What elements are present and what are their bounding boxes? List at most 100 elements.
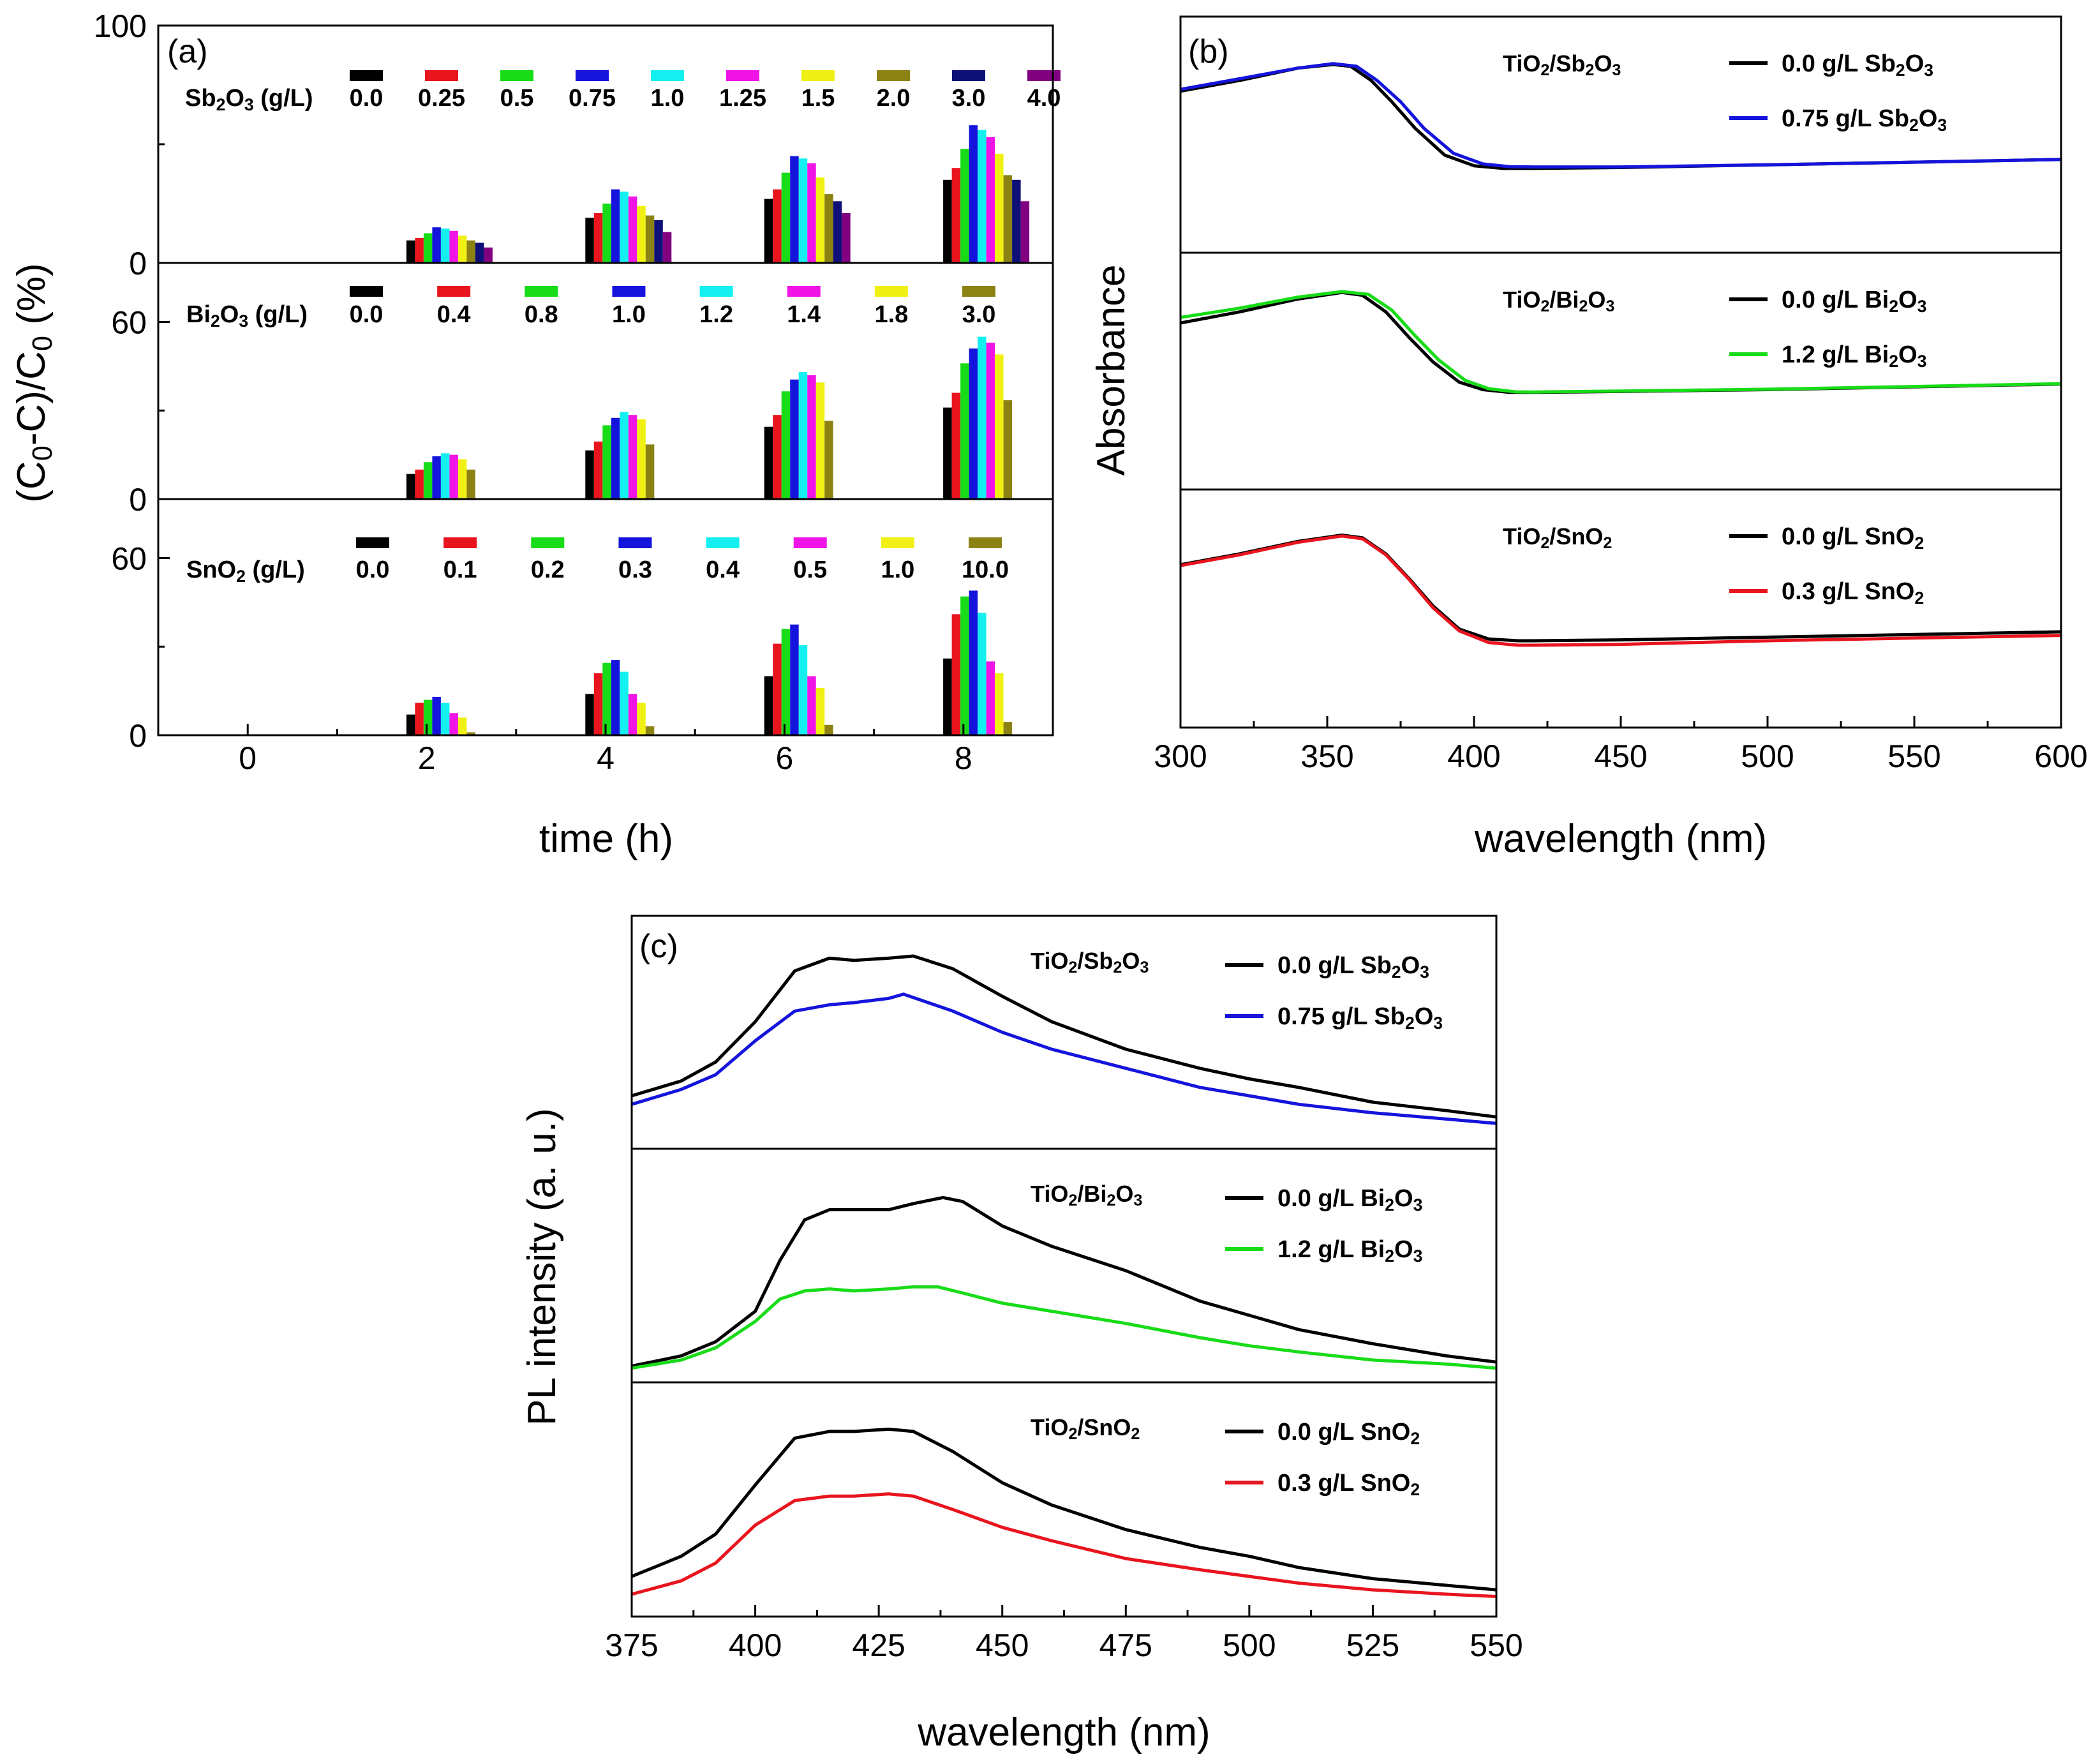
panel-a-ylabel-part: -C)/C <box>10 351 54 445</box>
legend-swatch-Sb2O3-0.25 <box>425 70 458 81</box>
bar-Sb2O3-1.0-t8 <box>978 130 987 263</box>
legend-label-SnO2-0.2: 0.2 <box>531 557 565 583</box>
bar-Bi2O3-0.8-t4 <box>602 425 611 499</box>
line-c-1-0 <box>631 1195 1497 1368</box>
legend-swatch-Bi2O3-1.2 <box>699 286 733 297</box>
bar-SnO2-0.0-t2 <box>406 714 415 735</box>
bar-Sb2O3-0.0-t8 <box>943 179 952 263</box>
legend-swatch-Bi2O3-1.4 <box>787 286 821 297</box>
legend-swatch-SnO2-10.0 <box>969 537 1002 548</box>
xtick-label: 550 <box>1888 738 1940 774</box>
ytick-label: 60 <box>111 541 147 577</box>
legend-swatch-SnO2-0.1 <box>443 537 477 548</box>
panel-b-frame <box>1179 488 2062 729</box>
legend-label-b-0-0-part: 2 <box>1896 61 1905 80</box>
legend-label-c-1-0-part: 2 <box>1385 1195 1394 1215</box>
bar-SnO2-10.0-t2 <box>466 732 475 735</box>
subplot-title-c-0-part: 2 <box>1068 959 1077 976</box>
bar-Bi2O3-1.0-t6 <box>790 379 799 499</box>
subplot-title-c-2-part: 2 <box>1131 1425 1140 1443</box>
subplot-title-c-1-part: /Bi <box>1077 1181 1106 1207</box>
legend-label-c-0-1-part: 3 <box>1433 1013 1443 1033</box>
ytick-label: 0 <box>129 246 147 281</box>
bar-SnO2-0.4-t2 <box>440 703 450 735</box>
legend-label-Sb2O3-0.75: 0.75 <box>569 85 616 112</box>
bar-Sb2O3-1.0-t6 <box>798 158 808 263</box>
xtick-label: 400 <box>729 1627 782 1663</box>
bar-Sb2O3-0.75-t6 <box>790 156 799 263</box>
bar-Sb2O3-3.0-t6 <box>833 201 842 263</box>
bar-SnO2-1.0-t8 <box>995 673 1004 735</box>
legend-label-SnO2-0.0: 0.0 <box>356 557 390 583</box>
legend-label-c-2-0-part: 2 <box>1410 1429 1420 1448</box>
subplot-title-c-0-part: O <box>1122 948 1140 974</box>
legend-title-Sb2O3-part: (g/L) <box>254 85 313 112</box>
legend-swatch-Sb2O3-1.0 <box>651 70 684 81</box>
bar-SnO2-1.0-t4 <box>637 703 646 735</box>
subplot-title-b-2-part: TiO <box>1503 523 1540 549</box>
subplot-title-c-1-part: 2 <box>1106 1192 1115 1209</box>
legend-swatch-SnO2-1.0 <box>881 537 914 548</box>
legend-label-c-0-0-part: 3 <box>1420 962 1429 982</box>
legend-title-SnO2-part: SnO <box>186 557 236 583</box>
subplot-title-b-1-part: /Bi <box>1549 287 1579 313</box>
line-c-0-0 <box>631 954 1497 1119</box>
line-c-1-1 <box>631 1285 1497 1370</box>
bar-Sb2O3-4.0-t2 <box>484 247 493 263</box>
bar-Sb2O3-0.25-t6 <box>773 189 782 263</box>
subplot-title-b-1-part: 2 <box>1540 297 1549 315</box>
bar-Bi2O3-1.4-t2 <box>449 454 458 499</box>
legend-label-b-2-1-part: 2 <box>1914 588 1924 608</box>
subplot-title-b-0-part: TiO <box>1503 50 1540 77</box>
bar-SnO2-0.0-t8 <box>943 658 952 736</box>
subplot-title-c-0-part: 3 <box>1140 959 1149 976</box>
legend-swatch-SnO2-0.2 <box>531 537 565 548</box>
bar-Sb2O3-0.75-t8 <box>969 125 978 263</box>
bar-SnO2-0.4-t4 <box>620 671 629 735</box>
subplot-title-b-1-part: TiO <box>1503 287 1540 313</box>
legend-swatch-SnO2-0.4 <box>706 537 740 548</box>
legend-label-SnO2-10.0: 10.0 <box>962 557 1009 583</box>
xtick-label: 375 <box>605 1627 658 1663</box>
subplot-title-b-0-part: /Sb <box>1549 50 1585 77</box>
bar-Bi2O3-0.4-t2 <box>415 469 424 500</box>
legend-label-b-0-1-part: 2 <box>1909 116 1919 135</box>
legend-label-b-0-0-part: O <box>1905 50 1925 77</box>
legend-label-Sb2O3-0.25: 0.25 <box>418 85 465 112</box>
legend-label-Sb2O3-0.5: 0.5 <box>500 85 534 112</box>
subplot-title-b-0-part: 2 <box>1540 61 1549 79</box>
bar-Bi2O3-1.2-t2 <box>440 453 450 499</box>
subplot-title-b-0-part: 3 <box>1612 61 1621 79</box>
panel-b-frame <box>1179 251 2062 491</box>
subplot-title-c-1-part: 3 <box>1133 1192 1142 1209</box>
bar-Sb2O3-0.0-t4 <box>585 218 594 263</box>
ytick-label: 0 <box>129 718 147 754</box>
legend-label-b-0-1: 0.75 g/L Sb2O3 <box>1782 105 1947 135</box>
bar-Sb2O3-0.25-t8 <box>951 168 961 263</box>
xtick-label: 400 <box>1447 738 1500 774</box>
panel-a-xlabel: time (h) <box>539 817 673 861</box>
xtick-label: 525 <box>1346 1627 1399 1663</box>
legend-label-b-0-1-part: 3 <box>1937 116 1947 135</box>
legend-label-Bi2O3-1.0: 1.0 <box>612 301 646 328</box>
bar-Bi2O3-0.4-t4 <box>593 441 603 499</box>
bar-Sb2O3-0.5-t6 <box>781 172 791 263</box>
xtick-label: 550 <box>1470 1627 1523 1663</box>
bar-Sb2O3-2.0-t6 <box>824 194 833 263</box>
legend-label-c-1-1-part: O <box>1394 1236 1413 1263</box>
legend-title-Sb2O3-part: 2 <box>216 95 226 114</box>
legend-title-Bi2O3-part: 3 <box>239 311 248 331</box>
bar-SnO2-0.5-t4 <box>628 694 637 736</box>
legend-label-b-2-1-part: 0.3 g/L SnO <box>1782 578 1914 605</box>
panel-a-ylabel-part: (%) <box>10 263 54 336</box>
line-c-2-0 <box>631 1427 1497 1592</box>
legend-label-SnO2-0.4: 0.4 <box>706 557 740 583</box>
subplot-title-c-2-part: TiO <box>1031 1414 1068 1440</box>
bar-Bi2O3-0.8-t8 <box>960 363 969 500</box>
bar-SnO2-1.0-t2 <box>458 717 467 736</box>
legend-title-Sb2O3-part: 3 <box>244 95 254 114</box>
bar-Bi2O3-1.8-t4 <box>637 419 646 499</box>
subplot-title-b-0-part: 2 <box>1585 61 1594 79</box>
